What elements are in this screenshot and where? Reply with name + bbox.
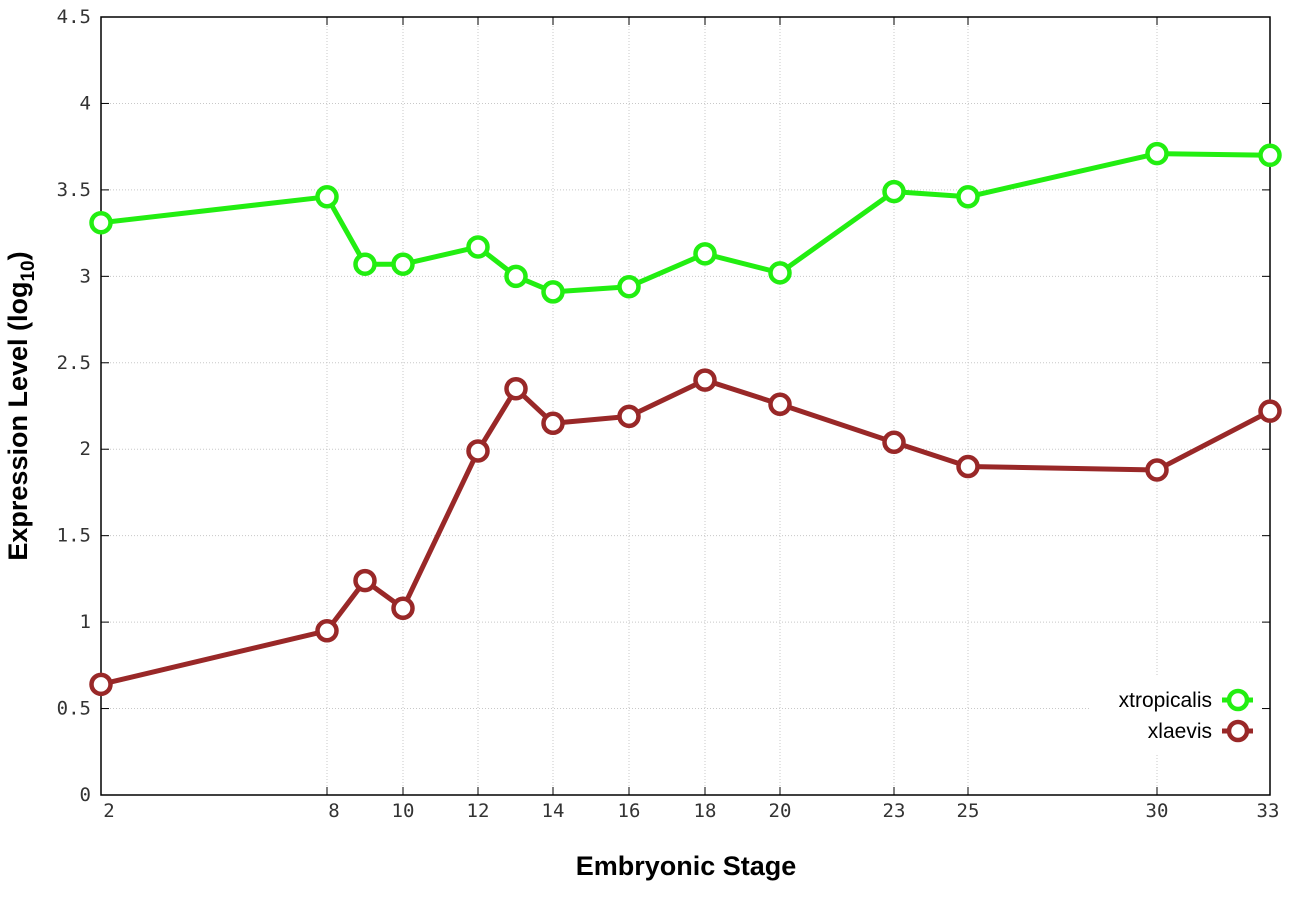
series-line-xlaevis xyxy=(98,377,1273,687)
y-tick-label: 0.5 xyxy=(57,698,91,720)
data-point-xtropicalis xyxy=(391,252,415,276)
data-point-xlaevis xyxy=(391,596,415,621)
data-point-xlaevis xyxy=(466,439,490,463)
x-tick-label: 8 xyxy=(328,800,339,822)
data-point-xlaevis xyxy=(693,368,717,392)
data-point-xtropicalis xyxy=(541,280,565,304)
data-point-xtropicalis xyxy=(956,185,980,209)
data-point-xlaevis xyxy=(768,392,792,417)
y-tick-label: 2 xyxy=(80,438,91,460)
data-point-xtropicalis xyxy=(504,264,528,289)
x-tick-label: 10 xyxy=(392,800,415,822)
data-point-xtropicalis xyxy=(466,235,490,259)
x-tick-label: 12 xyxy=(467,800,490,822)
y-tick-labels: 0 0.5 1 1.5 2 2.5 3 3.5 4 4.5 xyxy=(57,6,91,806)
x-axis-title: Embryonic Stage xyxy=(576,851,797,881)
y-tick-label: 2.5 xyxy=(57,352,91,374)
data-point-xtropicalis xyxy=(617,274,641,299)
data-point-xtropicalis xyxy=(882,179,906,204)
y-tick-label: 3.5 xyxy=(57,179,91,201)
legend-entry-xlaevis: xlaevis xyxy=(1148,719,1253,743)
y-tick-label: 3 xyxy=(80,265,91,287)
data-point-xtropicalis xyxy=(353,252,377,276)
legend-label-xtropicalis: xtropicalis xyxy=(1119,689,1212,712)
data-point-xlaevis xyxy=(315,619,339,643)
data-point-xlaevis xyxy=(504,376,528,401)
legend-entry-xtropicalis: xtropicalis xyxy=(1119,688,1253,712)
data-point-xtropicalis xyxy=(315,185,339,209)
data-point-xtropicalis xyxy=(693,242,717,266)
legend-swatch-marker-xlaevis xyxy=(1226,719,1250,743)
data-point-xlaevis xyxy=(1145,458,1169,482)
y-tick-label: 4 xyxy=(80,92,91,114)
x-tick-label: 25 xyxy=(957,800,980,822)
y-tick-label: 4.5 xyxy=(57,6,91,28)
x-tick-label: 23 xyxy=(883,800,906,822)
legend: xtropicalis xlaevis xyxy=(1090,676,1260,754)
data-point-xlaevis xyxy=(89,672,113,697)
data-point-xtropicalis xyxy=(768,261,792,285)
y-axis-title-main: Expression Level (log xyxy=(3,282,33,561)
data-point-xlaevis xyxy=(956,454,980,479)
legend-background xyxy=(1090,676,1260,754)
y-axis-title: Expression Level (log10) xyxy=(3,251,39,560)
x-tick-label: 2 xyxy=(103,800,114,822)
series-line-xtropicalis xyxy=(98,151,1273,295)
data-point-xlaevis xyxy=(353,568,377,593)
axis-ticks xyxy=(100,16,1271,796)
x-tick-label: 20 xyxy=(769,800,792,822)
y-axis-title-close: ) xyxy=(3,251,33,260)
x-tick-label: 33 xyxy=(1257,800,1280,822)
data-point-xlaevis xyxy=(1258,399,1282,423)
data-point-xlaevis xyxy=(541,411,565,436)
y-tick-label: 1 xyxy=(80,611,91,633)
x-tick-labels: 2 8 10 12 14 16 18 20 23 25 30 33 xyxy=(103,800,1279,822)
x-tick-label: 16 xyxy=(618,800,641,822)
y-tick-label: 0 xyxy=(80,784,91,806)
x-tick-label: 30 xyxy=(1146,800,1169,822)
legend-label-xlaevis: xlaevis xyxy=(1148,720,1212,743)
y-axis-title-subscript: 10 xyxy=(18,260,39,281)
series-xtropicalis xyxy=(89,141,1282,304)
data-point-xtropicalis xyxy=(1145,141,1169,166)
y-tick-label: 1.5 xyxy=(57,525,91,547)
legend-swatch-marker-xtropicalis xyxy=(1226,688,1250,712)
x-tick-label: 14 xyxy=(542,800,565,822)
data-point-xlaevis xyxy=(882,430,906,455)
data-point-xtropicalis xyxy=(89,210,113,235)
series-xlaevis xyxy=(89,368,1282,697)
data-point-xlaevis xyxy=(617,404,641,429)
x-tick-label: 18 xyxy=(694,800,717,822)
data-point-xtropicalis xyxy=(1258,143,1282,168)
series-layer xyxy=(89,141,1282,697)
